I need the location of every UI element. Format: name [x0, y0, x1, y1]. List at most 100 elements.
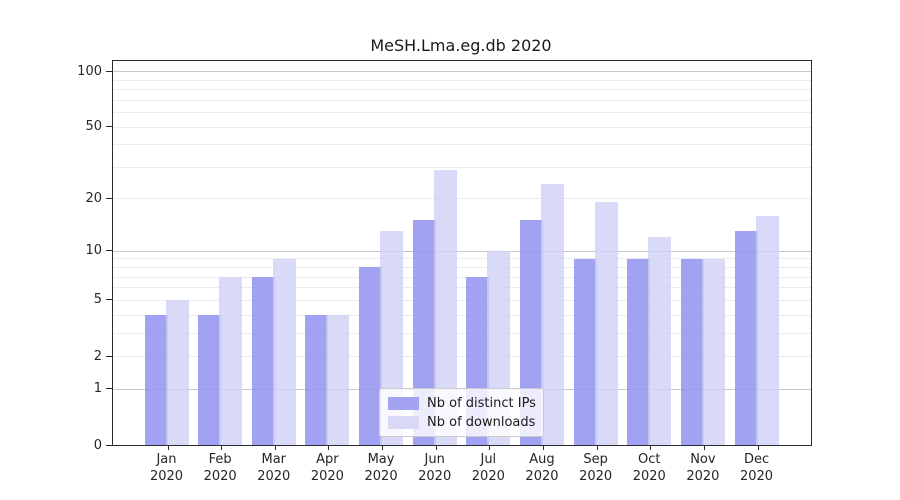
x-tick — [703, 445, 705, 450]
y-tick — [106, 126, 112, 128]
legend-swatch-downloads — [388, 415, 419, 429]
x-tick — [489, 445, 491, 450]
x-tick — [167, 445, 169, 450]
y-tick-label: 100 — [77, 63, 102, 79]
x-tick-label: Sep 2020 — [564, 451, 628, 485]
plot-area — [112, 60, 812, 446]
x-tick-month: Apr — [316, 452, 339, 467]
x-tick-label: Apr 2020 — [295, 451, 359, 485]
gridline — [113, 332, 811, 334]
y-tick — [106, 197, 112, 199]
x-tick — [435, 445, 437, 450]
gridline — [113, 267, 811, 269]
bar-distinct-ips — [305, 314, 329, 445]
x-tick-year: 2020 — [203, 469, 237, 484]
y-tick — [106, 355, 112, 357]
y-tick — [106, 70, 112, 72]
legend-swatch-distinct-ips — [388, 396, 419, 410]
x-tick-label: May 2020 — [349, 451, 413, 485]
bar-distinct-ips — [627, 258, 651, 445]
x-tick-month: Feb — [208, 452, 232, 467]
bar-distinct-ips — [144, 314, 168, 445]
x-tick-month: Nov — [690, 452, 716, 467]
gridline — [113, 198, 811, 200]
legend-item-distinct-ips: Nb of distinct IPs — [388, 395, 536, 411]
x-tick-year: 2020 — [149, 469, 184, 484]
x-tick-year: 2020 — [364, 469, 398, 484]
gridline — [113, 166, 811, 168]
bar-distinct-ips — [359, 267, 383, 445]
bar-downloads — [701, 258, 725, 445]
x-tick-label: Oct 2020 — [617, 451, 681, 485]
gridline — [113, 144, 811, 146]
bar-distinct-ips — [251, 276, 275, 445]
gridline — [113, 89, 811, 91]
x-tick-month: Jul — [480, 452, 497, 467]
x-tick-label: Dec 2020 — [725, 451, 789, 485]
x-tick-month: Oct — [638, 452, 661, 467]
x-tick — [757, 445, 759, 450]
bar-distinct-ips — [573, 258, 597, 445]
gridline — [113, 258, 811, 260]
gridline — [113, 356, 811, 357]
bar-downloads — [219, 276, 243, 445]
bar-downloads — [165, 299, 189, 445]
x-tick-label: Jun 2020 — [403, 451, 467, 485]
x-tick — [596, 445, 598, 450]
x-tick-year: 2020 — [471, 469, 505, 484]
y-tick — [106, 299, 112, 301]
y-tick-label: 10 — [85, 243, 102, 259]
x-tick-month: Jan — [156, 452, 177, 467]
x-tick-month: Mar — [261, 452, 287, 467]
x-tick-month: Jun — [424, 452, 445, 467]
bar-downloads — [594, 202, 618, 445]
gridline — [113, 126, 811, 128]
x-tick-year: 2020 — [632, 469, 666, 484]
y-tick-label: 20 — [85, 190, 102, 206]
x-tick-year: 2020 — [257, 469, 291, 484]
bar-distinct-ips — [734, 231, 758, 445]
bar-distinct-ips — [680, 258, 704, 445]
x-tick-month: Sep — [583, 452, 608, 467]
gridline — [113, 71, 811, 73]
bar-downloads — [755, 215, 779, 445]
y-tick-label: 2 — [93, 348, 102, 364]
y-tick-label: 50 — [85, 119, 102, 135]
gridline — [113, 250, 811, 252]
x-tick — [542, 445, 544, 450]
y-tick-label: 5 — [93, 292, 102, 308]
x-tick-month: Aug — [529, 452, 555, 467]
bar-downloads — [540, 184, 564, 445]
gridline — [113, 299, 811, 301]
gridline — [113, 99, 811, 101]
x-tick-label: Mar 2020 — [242, 451, 306, 485]
x-tick-label: Nov 2020 — [671, 451, 735, 485]
chart-title: MeSH.Lma.eg.db 2020 — [370, 36, 552, 55]
legend: Nb of distinct IPs Nb of downloads — [379, 388, 544, 437]
y-tick — [106, 444, 112, 446]
x-tick-year: 2020 — [525, 469, 559, 484]
bar-downloads — [433, 169, 457, 445]
x-tick — [382, 445, 384, 450]
x-tick-year: 2020 — [310, 469, 344, 484]
bar-downloads — [648, 237, 672, 445]
bar-downloads — [272, 258, 296, 445]
gridline — [113, 79, 811, 81]
gridline — [113, 276, 811, 278]
gridline — [113, 314, 811, 316]
bar-downloads — [326, 314, 350, 445]
x-tick-label: Aug 2020 — [510, 451, 574, 485]
legend-label-downloads: Nb of downloads — [427, 414, 536, 430]
y-tick-label: 0 — [93, 437, 102, 453]
x-tick-month: May — [367, 452, 395, 467]
x-tick-label: Jul 2020 — [456, 451, 520, 485]
y-tick-label: 1 — [93, 381, 102, 397]
y-tick — [106, 250, 112, 252]
x-tick — [650, 445, 652, 450]
bar-distinct-ips — [198, 314, 222, 445]
x-tick — [274, 445, 276, 450]
x-tick-year: 2020 — [686, 469, 720, 484]
x-tick-year: 2020 — [579, 469, 613, 484]
x-tick-year: 2020 — [418, 469, 452, 484]
